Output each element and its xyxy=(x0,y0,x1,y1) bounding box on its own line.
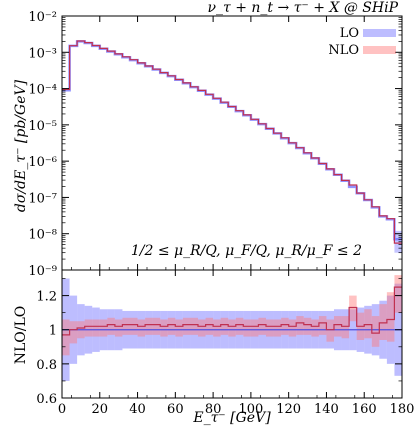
ratio-band-nlo xyxy=(258,317,266,335)
ratio-band-nlo xyxy=(114,319,123,337)
main-series-lines xyxy=(62,40,402,244)
ratio-band-nlo xyxy=(266,319,274,337)
main-y-axis-title: dσ/dE_τ⁻ [pb/GeV] xyxy=(13,79,29,212)
ratio-band-nlo xyxy=(250,319,259,337)
ratio-y-tick-label: 0.6 xyxy=(36,392,57,407)
ratio-band-nlo xyxy=(130,317,138,335)
ratio-band-nlo xyxy=(311,319,319,337)
main-y-tick-label: 10⁻³ xyxy=(28,46,57,61)
ratio-band-nlo xyxy=(152,317,161,335)
ratio-band-nlo xyxy=(303,317,312,335)
ratio-band-nlo xyxy=(326,319,334,342)
x-tick-label: 120 xyxy=(276,402,301,417)
ratio-band-nlo xyxy=(160,319,168,337)
x-tick-label: 40 xyxy=(129,402,146,417)
x-tick-label: 140 xyxy=(314,402,339,417)
series-line-lo xyxy=(62,40,402,241)
ratio-band-nlo xyxy=(137,319,146,337)
ratio-band-nlo xyxy=(182,317,191,335)
ratio-band-nlo xyxy=(99,319,108,337)
ratio-band-nlo xyxy=(243,319,251,337)
ratio-band-nlo xyxy=(273,319,282,337)
ratio-plot-frame xyxy=(61,269,403,399)
main-x-ticks xyxy=(61,16,403,270)
ratio-y-ticks: 0.6 0.8 1 1.2 xyxy=(36,278,402,407)
main-y-tick-label: 10⁻⁷ xyxy=(28,191,57,206)
ratio-band-nlo xyxy=(84,319,93,337)
main-y-tick-label: 10⁻² xyxy=(28,10,57,25)
legend-label-lo: LO xyxy=(340,26,359,41)
x-tick-label: 180 xyxy=(390,402,415,417)
ratio-band-nlo xyxy=(394,275,402,313)
ratio-band-nlo xyxy=(69,321,78,344)
main-y-tick-label: 10⁻⁸ xyxy=(28,228,57,243)
legend-swatch-lo xyxy=(363,29,396,37)
ratio-band-nlo xyxy=(145,317,153,335)
ratio-band-nlo xyxy=(364,309,372,339)
ratio-band-nlo xyxy=(371,316,380,347)
x-axis-title: E_τ⁻ [GeV] xyxy=(192,410,271,426)
ratio-y-tick-label: 0.8 xyxy=(36,358,57,373)
ratio-bands xyxy=(62,275,402,381)
ratio-band-nlo xyxy=(379,304,387,340)
main-y-tick-label: 10⁻⁴ xyxy=(28,83,57,98)
main-y-tick-label: 10⁻⁶ xyxy=(28,155,57,170)
ratio-y-tick-label: 1.2 xyxy=(36,290,57,305)
ratio-band-nlo xyxy=(175,319,183,337)
x-tick-label: 80 xyxy=(205,402,222,417)
x-tick-label: 160 xyxy=(352,402,377,417)
main-y-tick-label: 10⁻⁵ xyxy=(28,119,57,134)
ratio-band-nlo xyxy=(318,316,327,335)
ratio-band-nlo xyxy=(281,317,289,335)
ratio-band-nlo xyxy=(228,319,236,337)
ratio-band-nlo xyxy=(213,319,221,337)
ratio-band-nlo xyxy=(190,317,198,335)
chart-title: ν_τ + n_t → τ⁻ + X @ SHiP xyxy=(208,0,399,16)
x-tick-label: 100 xyxy=(238,402,263,417)
ratio-y-tick-label: 1 xyxy=(49,324,57,339)
legend-label-nlo: NLO xyxy=(328,43,359,58)
main-band-last-bin xyxy=(394,230,402,253)
ratio-panel: 0 20 40 60 80 100 120 140 160 180 0.6 0.8 1 1.2 NLO/… xyxy=(13,267,414,426)
ratio-band-nlo xyxy=(349,295,357,322)
ratio-x-ticks: 0 20 40 60 80 100 120 140 160 180 xyxy=(58,267,415,417)
main-bands xyxy=(394,230,402,253)
x-tick-label: 60 xyxy=(167,402,184,417)
ratio-band-nlo xyxy=(296,316,304,335)
series-line-nlo xyxy=(62,40,402,244)
ratio-y-axis-title: NLO/LO xyxy=(13,306,29,365)
ratio-band-nlo xyxy=(167,317,176,335)
ratio-band-nlo xyxy=(92,319,100,337)
ratio-band-nlo xyxy=(122,317,130,335)
ratio-band-nlo xyxy=(334,316,342,337)
ratio-series-lines xyxy=(62,286,402,336)
ratio-band-nlo xyxy=(107,317,115,335)
scale-annotation: 1/2 ≤ μ_R/Q, μ_F/Q, μ_R/μ_F ≤ 2 xyxy=(131,243,362,259)
ratio-band-nlo xyxy=(288,319,297,337)
ratio-band-nlo xyxy=(386,292,395,342)
main-panel: 10⁻⁹ 10⁻⁸ 10⁻⁷ 10⁻⁶ 10⁻⁵ 10⁻⁴ 10⁻³ 10⁻² ν_τ + n… xyxy=(13,0,403,279)
legend-swatch-nlo xyxy=(363,46,396,54)
ratio-band-nlo xyxy=(198,319,206,337)
ratio-band-nlo xyxy=(220,317,229,335)
ratio-line-nlo xyxy=(62,286,402,336)
ratio-band-nlo xyxy=(205,317,214,335)
legend: LO NLO xyxy=(328,26,396,58)
ratio-band-nlo xyxy=(341,316,350,339)
ratio-band-nlo xyxy=(62,319,70,356)
x-tick-label: 0 xyxy=(58,402,66,417)
ratio-band-nlo xyxy=(235,317,244,335)
main-y-tick-label: 10⁻⁹ xyxy=(28,264,57,279)
x-tick-label: 20 xyxy=(92,402,109,417)
